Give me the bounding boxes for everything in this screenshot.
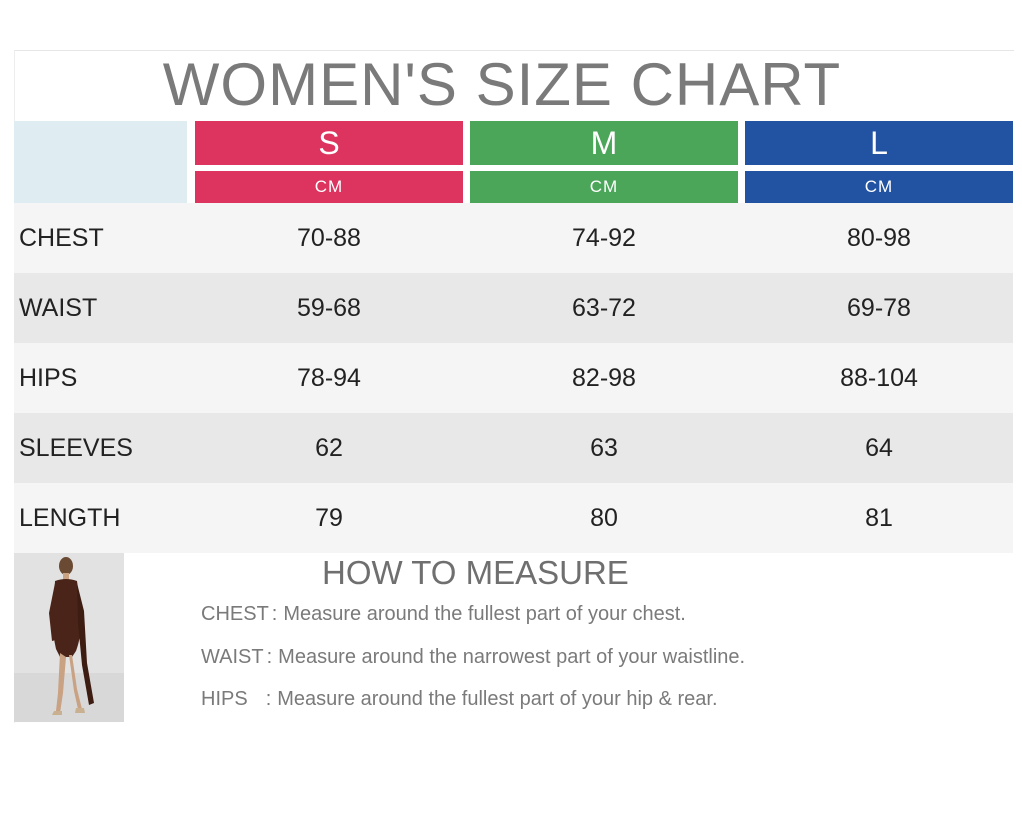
cell-s: 78-94 bbox=[297, 364, 361, 392]
measure-tip-chest: CHEST: Measure around the fullest part of… bbox=[201, 601, 686, 627]
table-row-hips: HIPS 78-94 82-98 88-104 bbox=[14, 343, 1013, 413]
cell-s: 70-88 bbox=[297, 224, 361, 252]
cell-m: 80 bbox=[590, 504, 618, 532]
unit-header-s: CM bbox=[195, 171, 463, 203]
size-header-l: L bbox=[745, 121, 1013, 165]
cell-m: 82-98 bbox=[572, 364, 636, 392]
header-corner-cell bbox=[14, 121, 187, 203]
tip-text: Measure around the fullest part of your … bbox=[277, 688, 718, 710]
row-label: LENGTH bbox=[19, 504, 121, 532]
cell-m: 63-72 bbox=[572, 294, 636, 322]
cell-s: 62 bbox=[315, 434, 343, 462]
tip-text: Measure around the fullest part of your … bbox=[283, 603, 686, 625]
unit-header-l: CM bbox=[745, 171, 1013, 203]
unit-header-m: CM bbox=[470, 171, 738, 203]
measure-tip-waist: WAIST: Measure around the narrowest part … bbox=[201, 644, 745, 670]
cell-m: 63 bbox=[590, 434, 618, 462]
model-photo bbox=[14, 553, 124, 722]
row-label: CHEST bbox=[19, 224, 104, 252]
table-row-chest: CHEST 70-88 74-92 80-98 bbox=[14, 203, 1013, 273]
cell-s: 59-68 bbox=[297, 294, 361, 322]
how-to-measure-title: HOW TO MEASURE bbox=[322, 554, 629, 591]
measure-tip-hips: HIPS: Measure around the fullest part of … bbox=[201, 686, 718, 712]
cell-l: 81 bbox=[865, 504, 893, 532]
cell-m: 74-92 bbox=[572, 224, 636, 252]
tip-key: CHEST bbox=[201, 603, 269, 625]
tip-separator: : bbox=[265, 688, 272, 710]
tip-key: HIPS bbox=[201, 688, 248, 710]
size-header-m: M bbox=[470, 121, 738, 165]
cell-l: 64 bbox=[865, 434, 893, 462]
tip-separator: : bbox=[266, 646, 273, 668]
row-label: SLEEVES bbox=[19, 434, 133, 462]
cell-s: 79 bbox=[315, 504, 343, 532]
row-label: HIPS bbox=[19, 364, 78, 392]
table-row-waist: WAIST 59-68 63-72 69-78 bbox=[14, 273, 1013, 343]
size-header-s: S bbox=[195, 121, 463, 165]
tip-key: WAIST bbox=[201, 646, 264, 668]
tip-text: Measure around the narrowest part of you… bbox=[278, 646, 746, 668]
chart-title: WOMEN'S SIZE CHART bbox=[162, 51, 842, 118]
table-row-sleeves: SLEEVES 62 63 64 bbox=[14, 413, 1013, 483]
table-row-length: LENGTH 79 80 81 bbox=[14, 483, 1013, 553]
tip-separator: : bbox=[271, 603, 278, 625]
model-silhouette-icon bbox=[14, 553, 124, 722]
cell-l: 80-98 bbox=[847, 224, 911, 252]
row-label: WAIST bbox=[19, 294, 98, 322]
cell-l: 69-78 bbox=[847, 294, 911, 322]
cell-l: 88-104 bbox=[840, 364, 918, 392]
